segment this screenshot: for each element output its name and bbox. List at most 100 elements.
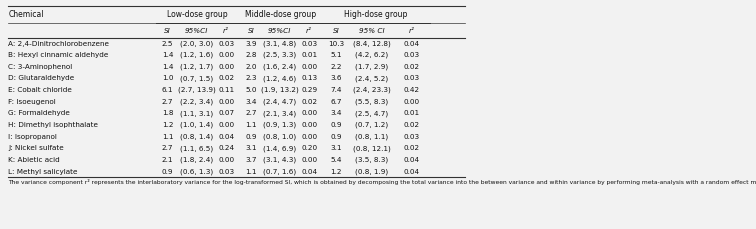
Text: 0.9: 0.9 <box>162 169 173 174</box>
Text: r²: r² <box>408 27 414 33</box>
Text: (2.1, 3.4): (2.1, 3.4) <box>263 110 296 117</box>
Text: (0.6, 1.3): (0.6, 1.3) <box>180 168 213 175</box>
Text: 95% CI: 95% CI <box>359 27 385 33</box>
Text: 0.02: 0.02 <box>403 145 420 151</box>
Text: K: Abietic acid: K: Abietic acid <box>8 157 60 163</box>
Text: 0.13: 0.13 <box>301 76 318 82</box>
Text: I: Isopropanol: I: Isopropanol <box>8 134 57 140</box>
Text: 0.03: 0.03 <box>218 169 234 174</box>
Text: r²: r² <box>223 27 229 33</box>
Text: L: Methyl salicylate: L: Methyl salicylate <box>8 169 78 174</box>
Text: 0.42: 0.42 <box>403 87 420 93</box>
Text: 10.3: 10.3 <box>328 41 344 46</box>
Text: SI: SI <box>164 27 171 33</box>
Text: E: Cobalt chloride: E: Cobalt chloride <box>8 87 72 93</box>
Text: (2.0, 3.0): (2.0, 3.0) <box>180 40 213 47</box>
Text: 0.00: 0.00 <box>301 64 318 70</box>
Text: (2.5, 3.3): (2.5, 3.3) <box>263 52 296 58</box>
Text: (1.2, 4.6): (1.2, 4.6) <box>263 75 296 82</box>
Text: 0.02: 0.02 <box>218 76 234 82</box>
Text: (1.8, 2.4): (1.8, 2.4) <box>180 157 213 163</box>
Text: 0.00: 0.00 <box>301 122 318 128</box>
Text: 3.4: 3.4 <box>330 110 342 116</box>
Text: 0.29: 0.29 <box>301 87 318 93</box>
Text: (1.2, 1.6): (1.2, 1.6) <box>180 52 213 58</box>
Text: 0.01: 0.01 <box>403 110 420 116</box>
Text: (0.8, 1.4): (0.8, 1.4) <box>180 133 213 140</box>
Text: 0.03: 0.03 <box>218 41 234 46</box>
Text: SI: SI <box>333 27 339 33</box>
Text: 0.04: 0.04 <box>403 41 420 46</box>
Text: (5.5, 8.3): (5.5, 8.3) <box>355 98 389 105</box>
Text: (3.1, 4.3): (3.1, 4.3) <box>263 157 296 163</box>
Text: 0.04: 0.04 <box>403 157 420 163</box>
Text: (1.1, 3.1): (1.1, 3.1) <box>180 110 213 117</box>
Text: (1.1, 6.5): (1.1, 6.5) <box>180 145 213 152</box>
Text: 0.00: 0.00 <box>218 99 234 105</box>
Text: 0.03: 0.03 <box>301 41 318 46</box>
Text: (2.2, 3.4): (2.2, 3.4) <box>180 98 213 105</box>
Text: 0.9: 0.9 <box>330 134 342 140</box>
Text: 2.3: 2.3 <box>245 76 257 82</box>
Text: J: Nickel sulfate: J: Nickel sulfate <box>8 145 64 151</box>
Text: (1.0, 1.4): (1.0, 1.4) <box>180 122 213 128</box>
Text: A: 2,4-Dinitrochlorobenzene: A: 2,4-Dinitrochlorobenzene <box>8 41 110 46</box>
Text: 0.00: 0.00 <box>218 52 234 58</box>
Text: 3.9: 3.9 <box>245 41 257 46</box>
Text: H: Dimethyl isophthalate: H: Dimethyl isophthalate <box>8 122 98 128</box>
Text: High-dose group: High-dose group <box>344 10 407 19</box>
Text: 1.1: 1.1 <box>245 169 257 174</box>
Text: (4.2, 6.2): (4.2, 6.2) <box>355 52 389 58</box>
Text: 0.00: 0.00 <box>403 99 420 105</box>
Text: Chemical: Chemical <box>9 10 45 19</box>
Text: 2.2: 2.2 <box>330 64 342 70</box>
Text: 0.02: 0.02 <box>403 64 420 70</box>
Text: 0.03: 0.03 <box>403 76 420 82</box>
Text: 0.03: 0.03 <box>403 134 420 140</box>
Text: 5.1: 5.1 <box>330 52 342 58</box>
Text: (3.5, 8.3): (3.5, 8.3) <box>355 157 389 163</box>
Text: 3.1: 3.1 <box>245 145 257 151</box>
Text: 2.7: 2.7 <box>245 110 257 116</box>
Text: 0.00: 0.00 <box>218 122 234 128</box>
Text: 1.4: 1.4 <box>162 64 173 70</box>
Text: 0.9: 0.9 <box>245 134 257 140</box>
Text: 0.02: 0.02 <box>403 122 420 128</box>
Text: Middle-dose group: Middle-dose group <box>245 10 316 19</box>
Text: (0.9, 1.3): (0.9, 1.3) <box>263 122 296 128</box>
Text: B: Hexyl cinnamic aldehyde: B: Hexyl cinnamic aldehyde <box>8 52 109 58</box>
Text: (0.7, 1.5): (0.7, 1.5) <box>180 75 213 82</box>
Text: 5.4: 5.4 <box>330 157 342 163</box>
Text: 0.00: 0.00 <box>301 134 318 140</box>
Text: F: Isoeugenol: F: Isoeugenol <box>8 99 56 105</box>
Text: 2.1: 2.1 <box>162 157 173 163</box>
Text: 6.1: 6.1 <box>162 87 173 93</box>
Text: 1.1: 1.1 <box>245 122 257 128</box>
Text: 7.4: 7.4 <box>330 87 342 93</box>
Text: (1.6, 2.4): (1.6, 2.4) <box>263 64 296 70</box>
Text: G: Formaldehyde: G: Formaldehyde <box>8 110 70 116</box>
Text: 0.02: 0.02 <box>301 99 318 105</box>
Text: 2.5: 2.5 <box>162 41 173 46</box>
Text: 3.7: 3.7 <box>245 157 257 163</box>
Text: 3.4: 3.4 <box>245 99 257 105</box>
Text: 1.4: 1.4 <box>162 52 173 58</box>
Text: (0.8, 1.0): (0.8, 1.0) <box>263 133 296 140</box>
Text: (1.7, 2.9): (1.7, 2.9) <box>355 64 389 70</box>
Text: 0.07: 0.07 <box>218 110 234 116</box>
Text: (1.4, 6.9): (1.4, 6.9) <box>263 145 296 152</box>
Text: 1.1: 1.1 <box>162 134 173 140</box>
Text: (2.4, 5.2): (2.4, 5.2) <box>355 75 389 82</box>
Text: (1.2, 1.7): (1.2, 1.7) <box>180 64 213 70</box>
Text: (2.7, 13.9): (2.7, 13.9) <box>178 87 215 93</box>
Text: 2.7: 2.7 <box>162 99 173 105</box>
Text: 5.0: 5.0 <box>245 87 257 93</box>
Text: (0.8, 1.9): (0.8, 1.9) <box>355 168 389 175</box>
Text: 95%CI: 95%CI <box>184 27 208 33</box>
Text: (0.8, 1.1): (0.8, 1.1) <box>355 133 389 140</box>
Text: (2.4, 23.3): (2.4, 23.3) <box>353 87 391 93</box>
Text: 0.04: 0.04 <box>301 169 318 174</box>
Text: 0.00: 0.00 <box>218 157 234 163</box>
Text: 0.20: 0.20 <box>301 145 318 151</box>
Text: 2.8: 2.8 <box>245 52 257 58</box>
